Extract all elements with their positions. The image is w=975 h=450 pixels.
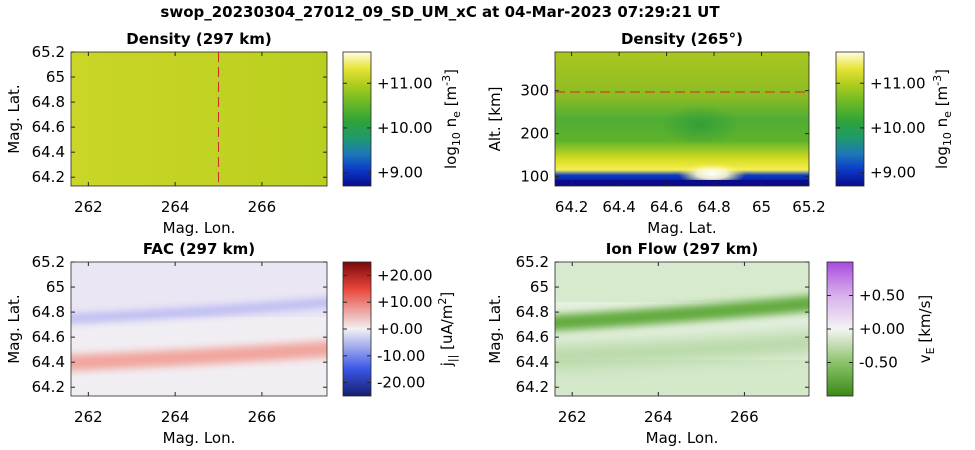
panel-title-fac: FAC (297 km) xyxy=(143,240,255,258)
y-tick-label: 64.4 xyxy=(516,353,549,371)
heatmap-ion-flow-top xyxy=(555,262,809,302)
axes-frame xyxy=(70,261,328,397)
y-tick-label: 65 xyxy=(46,68,65,86)
axes-fac: 262 264 266 64.2 64.4 64.6 64.8 65 65.2 xyxy=(32,253,328,426)
ion-flow-strong-band xyxy=(555,295,809,331)
colorbar-label: log10 ne [m-3] xyxy=(440,69,463,169)
y-tick-label: 64.2 xyxy=(32,168,65,186)
colorbar-tick-label: +0.00 xyxy=(377,320,423,338)
x-tick-label: 64.8 xyxy=(697,198,730,216)
panel-density-297: Density (297 km) 262 264 266 64.2 64.4 64.6 64… xyxy=(5,30,328,237)
colorbar-label: vE [km/s] xyxy=(916,295,937,363)
colorbar-ion-flow: vE [km/s] +0.50 +0.00 -0.50 xyxy=(826,261,937,397)
y-axis-label: Mag. Lat. xyxy=(5,294,23,363)
y-tick-label: 300 xyxy=(520,82,549,100)
figure-title: swop_20230304_27012_09_SD_UM_xC at 04-Ma… xyxy=(160,3,720,21)
panel-title-density-297: Density (297 km) xyxy=(126,30,271,48)
axes-frame xyxy=(70,51,328,187)
colorbar-tick-label: +9.00 xyxy=(377,164,423,182)
x-tick-label: 262 xyxy=(74,198,103,216)
x-tick-label: 64.4 xyxy=(602,198,635,216)
colorbar-density-profile: log10 ne [m-3] +9.00 +10.00 +11.00 xyxy=(835,51,954,187)
heatmap-density-profile-dark xyxy=(660,105,740,145)
heatmap-density-297-shade xyxy=(71,52,327,186)
colorbar-tick-label: +10.00 xyxy=(377,293,433,311)
colorbar-tick-label: -0.50 xyxy=(859,354,898,372)
y-tick-label: 65.2 xyxy=(32,43,65,61)
y-tick-label: 100 xyxy=(520,168,549,186)
axes-density-297: 262 264 266 64.2 64.4 64.6 64.8 65 65.2 xyxy=(32,43,328,216)
y-tick-label: 65.2 xyxy=(32,253,65,271)
colorbar-label: j|| [uA/m2] xyxy=(436,292,459,368)
colorbar-tick-label: +9.00 xyxy=(870,164,916,182)
x-tick-label: 64.6 xyxy=(650,198,683,216)
panel-fac: FAC (297 km) 262 264 266 64.2 64.4 64.6 64.8 65… xyxy=(5,240,328,447)
colorbar-tick-label: +11.00 xyxy=(870,74,926,92)
fac-positive-band xyxy=(71,341,327,371)
heatmap-density-profile-base xyxy=(555,180,809,186)
fac-negative-band xyxy=(71,298,327,324)
x-tick-label: 262 xyxy=(74,408,103,426)
y-tick-label: 200 xyxy=(520,125,549,143)
colorbar-tick-label: +10.00 xyxy=(377,119,433,137)
ion-flow-weak-band xyxy=(555,331,809,368)
colorbar-tick-label: +0.00 xyxy=(859,320,905,338)
colorbar-tick-label: -10.00 xyxy=(377,347,425,365)
x-axis-label: Mag. Lon. xyxy=(163,429,236,447)
colorbar-label: log10 ne [m-3] xyxy=(931,69,954,169)
x-tick-label: 65 xyxy=(752,198,771,216)
x-axis-label: Mag. Lon. xyxy=(646,429,719,447)
panel-title-density-profile: Density (265°) xyxy=(621,30,743,48)
x-tick-label: 264 xyxy=(161,198,190,216)
x-tick-label: 264 xyxy=(161,408,190,426)
colorbar-tick-label: -20.00 xyxy=(377,374,425,392)
x-tick-label: 65.2 xyxy=(792,198,825,216)
x-axis-label: Mag. Lon. xyxy=(163,219,236,237)
x-tick-label: 266 xyxy=(248,408,277,426)
heatmap-density-297 xyxy=(71,52,327,186)
y-axis-label: Mag. Lat. xyxy=(5,84,23,153)
y-tick-label: 64.6 xyxy=(32,328,65,346)
axes-frame xyxy=(554,261,810,397)
colorbar-density-297: log10 ne [m-3] +9.00 +10.00 +11.00 xyxy=(342,51,463,187)
density-peak xyxy=(678,163,746,185)
colorbar-tick-label: +10.00 xyxy=(870,119,926,137)
y-axis-label: Alt. [km] xyxy=(486,87,504,152)
panel-title-ion-flow: Ion Flow (297 km) xyxy=(606,240,758,258)
y-tick-label: 65 xyxy=(530,278,549,296)
colorbar-tick-label: +20.00 xyxy=(377,266,433,284)
y-tick-label: 64.8 xyxy=(32,93,65,111)
colorbar-fac: j|| [uA/m2] +20.00 +10.00 +0.00 -10.00 -20.0… xyxy=(342,261,459,397)
y-tick-label: 64.8 xyxy=(516,303,549,321)
x-tick-label: 266 xyxy=(248,198,277,216)
y-axis-label: Mag. Lat. xyxy=(486,294,504,363)
y-tick-label: 64.6 xyxy=(516,328,549,346)
y-tick-label: 64.2 xyxy=(516,378,549,396)
x-tick-label: 264 xyxy=(644,408,673,426)
panel-density-profile: Density (265°) 64.2 64.4 64.6 64.8 65 65.2 100… xyxy=(486,30,826,237)
y-tick-label: 64.8 xyxy=(32,303,65,321)
colorbar-tick-label: +11.00 xyxy=(377,74,433,92)
axes-density-profile: 64.2 64.4 64.6 64.8 65 65.2 100 200 300 xyxy=(520,51,826,216)
panel-ion-flow: Ion Flow (297 km) 262 264 266 64.2 64.4 64.6 6… xyxy=(486,240,810,447)
x-tick-label: 266 xyxy=(730,408,759,426)
y-tick-label: 64.4 xyxy=(32,143,65,161)
y-tick-label: 65.2 xyxy=(516,253,549,271)
heatmap-ion-flow-bottom xyxy=(555,360,809,396)
colorbar-tick-label: +0.50 xyxy=(859,287,905,305)
axes-frame xyxy=(554,51,810,187)
y-tick-label: 64.4 xyxy=(32,353,65,371)
y-tick-label: 64.6 xyxy=(32,118,65,136)
x-axis-label: Mag. Lat. xyxy=(647,219,716,237)
axes-ion-flow: 262 264 266 64.2 64.4 64.6 64.8 65 65.2 xyxy=(516,253,810,426)
y-tick-label: 65 xyxy=(46,278,65,296)
y-tick-label: 64.2 xyxy=(32,378,65,396)
x-tick-label: 262 xyxy=(558,408,587,426)
x-tick-label: 64.2 xyxy=(555,198,588,216)
